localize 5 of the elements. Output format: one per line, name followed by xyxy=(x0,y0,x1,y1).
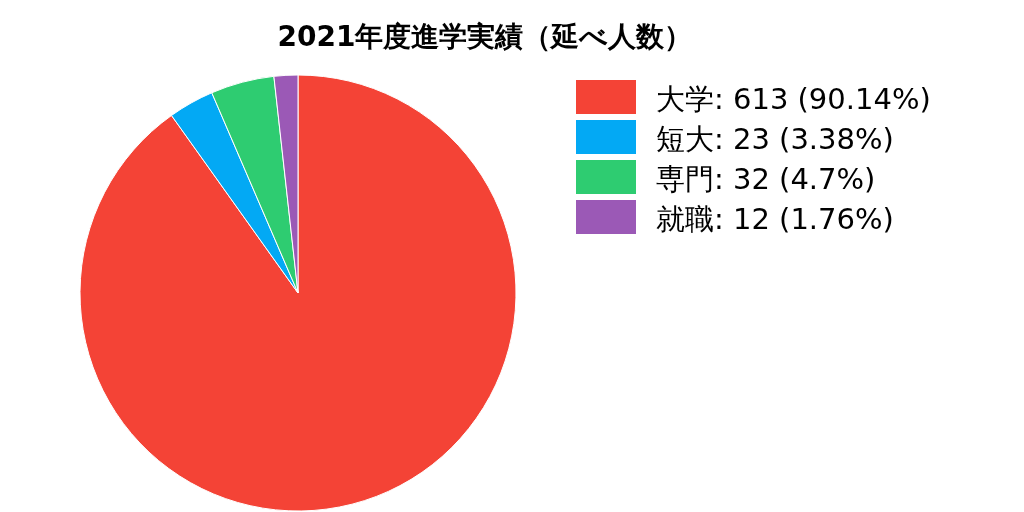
legend-label: 専門: 32 (4.7%) xyxy=(656,162,876,196)
chart-title: 2021年度進学実績（延べ人数） xyxy=(277,20,693,53)
legend-label: 短大: 23 (3.38%) xyxy=(656,122,894,156)
legend-label: 大学: 613 (90.14%) xyxy=(656,82,931,116)
legend-label: 就職: 12 (1.76%) xyxy=(656,202,894,236)
